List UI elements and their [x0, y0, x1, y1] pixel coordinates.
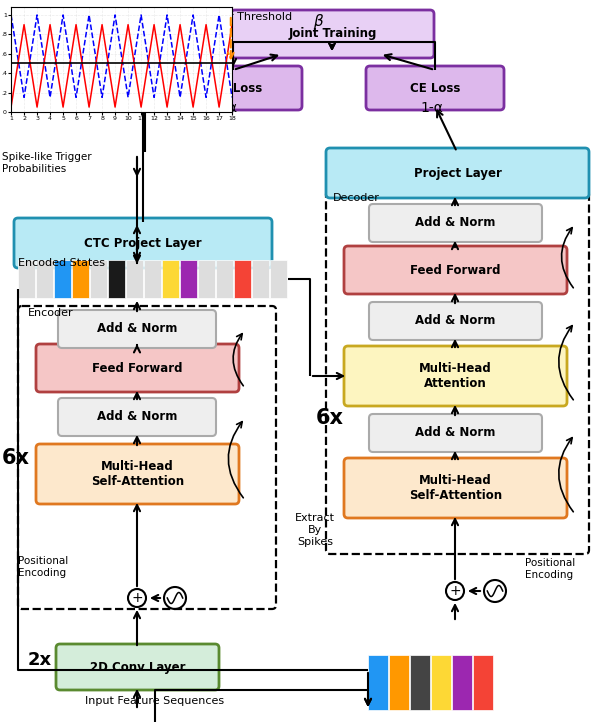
Text: Decoder: Decoder	[333, 193, 380, 203]
FancyBboxPatch shape	[344, 246, 567, 294]
Text: 2D Conv Layer: 2D Conv Layer	[90, 661, 185, 674]
Text: Add & Norm: Add & Norm	[97, 323, 177, 336]
FancyBboxPatch shape	[36, 344, 239, 392]
blank	[142, 39, 149, 48]
blank	[20, 93, 28, 102]
Bar	[198, 260, 215, 298]
Text: Input Feature Sequences: Input Feature Sequences	[85, 696, 225, 706]
Line: non-blank: non-blank	[11, 25, 232, 107]
FancyBboxPatch shape	[344, 346, 567, 406]
FancyBboxPatch shape	[56, 644, 219, 690]
Bar	[90, 260, 107, 298]
Bar	[36, 260, 53, 298]
non-blank	[20, 20, 28, 29]
Text: Joint Training: Joint Training	[289, 27, 376, 40]
Text: Add & Norm: Add & Norm	[415, 217, 495, 230]
Text: Positional
Encoding: Positional Encoding	[18, 556, 68, 578]
FancyBboxPatch shape	[231, 10, 434, 58]
FancyBboxPatch shape	[344, 458, 567, 518]
Text: $\beta$: $\beta$	[313, 12, 324, 31]
Text: CE Loss: CE Loss	[410, 82, 460, 95]
Text: Encoder: Encoder	[28, 308, 74, 318]
Text: Project Layer: Project Layer	[414, 167, 502, 180]
blank	[136, 19, 144, 28]
Bar	[54, 260, 71, 298]
FancyBboxPatch shape	[369, 204, 542, 242]
FancyBboxPatch shape	[326, 148, 589, 198]
Bar	[389, 655, 409, 710]
Text: Add & Norm: Add & Norm	[415, 427, 495, 440]
non-blank	[149, 32, 156, 41]
Bar	[252, 260, 269, 298]
Bar	[473, 655, 493, 710]
Text: 6x: 6x	[2, 448, 30, 468]
Text: Multi-Head
Self-Attention: Multi-Head Self-Attention	[409, 474, 502, 502]
FancyBboxPatch shape	[14, 218, 272, 268]
Bar	[18, 260, 35, 298]
Text: Feed Forward: Feed Forward	[410, 264, 501, 277]
Bar	[162, 260, 179, 298]
FancyBboxPatch shape	[369, 414, 542, 452]
blank	[228, 93, 236, 102]
non-blank	[142, 74, 149, 83]
Bar	[144, 260, 161, 298]
Text: CTC Project Layer: CTC Project Layer	[84, 237, 202, 250]
Text: Spike-like Trigger
Probabilities: Spike-like Trigger Probabilities	[2, 152, 91, 173]
non-blank	[136, 94, 144, 103]
Bar	[270, 260, 287, 298]
Text: α: α	[227, 101, 236, 115]
blank	[198, 65, 205, 74]
Text: Extract
By
Spikes: Extract By Spikes	[295, 513, 335, 547]
Bar	[368, 655, 388, 710]
Text: Add & Norm: Add & Norm	[415, 315, 495, 328]
FancyBboxPatch shape	[58, 398, 216, 436]
Bar	[180, 260, 197, 298]
Text: 6x: 6x	[316, 408, 344, 428]
Bar	[216, 260, 233, 298]
non-blank	[21, 25, 29, 34]
non-blank	[7, 103, 15, 111]
non-blank	[175, 27, 182, 36]
non-blank	[228, 20, 236, 29]
FancyBboxPatch shape	[36, 444, 239, 504]
FancyBboxPatch shape	[164, 66, 302, 110]
Text: Multi-Head
Attention: Multi-Head Attention	[419, 362, 492, 390]
non-blank	[198, 48, 205, 57]
Text: Add & Norm: Add & Norm	[97, 411, 177, 424]
Bar	[410, 655, 430, 710]
Text: 2x: 2x	[28, 651, 52, 669]
Bar	[126, 260, 143, 298]
blank	[7, 11, 15, 19]
blank	[149, 81, 156, 90]
Bar	[234, 260, 251, 298]
Text: CTC Loss: CTC Loss	[203, 82, 263, 95]
Text: Feed Forward: Feed Forward	[92, 362, 183, 375]
Line: blank: blank	[11, 15, 232, 97]
Text: Encoded States: Encoded States	[18, 258, 105, 268]
Text: Multi-Head
Self-Attention: Multi-Head Self-Attention	[91, 460, 184, 488]
Text: 1-α: 1-α	[421, 101, 443, 115]
Bar	[108, 260, 125, 298]
Text: Positional
Encoding: Positional Encoding	[525, 558, 575, 580]
Bar	[72, 260, 89, 298]
Bar	[431, 655, 451, 710]
FancyBboxPatch shape	[369, 302, 542, 340]
Bar	[452, 655, 472, 710]
Text: +: +	[449, 584, 461, 598]
Text: Trigger Threshold: Trigger Threshold	[195, 12, 295, 22]
FancyBboxPatch shape	[58, 310, 216, 348]
blank	[21, 88, 29, 97]
Text: +: +	[131, 591, 143, 605]
blank	[175, 86, 182, 95]
FancyBboxPatch shape	[366, 66, 504, 110]
